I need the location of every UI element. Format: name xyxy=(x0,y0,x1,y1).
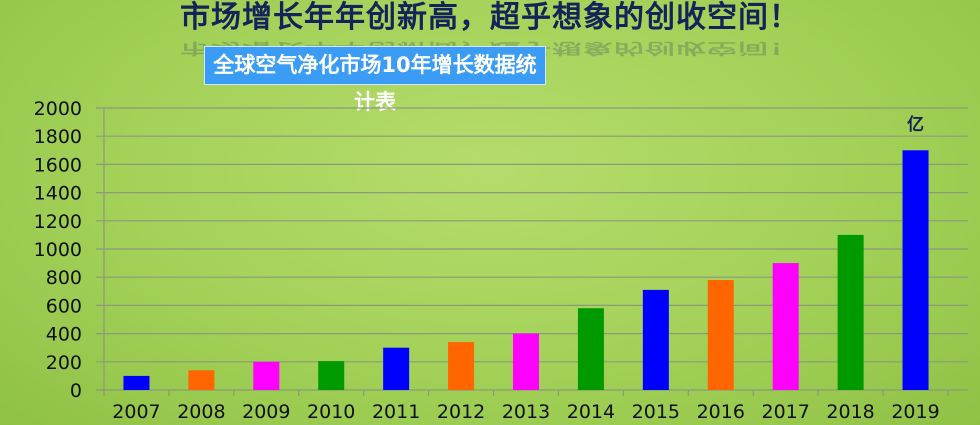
y-tick-label: 1000 xyxy=(34,239,82,261)
bar-2010 xyxy=(318,361,345,390)
x-tick-label: 2009 xyxy=(242,401,290,423)
y-tick-label: 600 xyxy=(46,295,82,317)
x-tick-label: 2018 xyxy=(826,401,874,423)
x-tick-label: 2014 xyxy=(567,401,615,423)
x-tick-label: 2012 xyxy=(437,401,485,423)
y-tick-label: 1400 xyxy=(34,183,82,205)
y-tick-label: 2000 xyxy=(34,98,82,120)
bar-2014 xyxy=(577,308,604,390)
x-tick-label: 2010 xyxy=(307,401,355,423)
bar-2007 xyxy=(123,375,150,390)
bar-2015 xyxy=(642,289,669,390)
y-tick-label: 200 xyxy=(46,352,82,374)
bar-2013 xyxy=(513,333,539,390)
y-tick-label: 1600 xyxy=(34,154,82,176)
x-tick-label: 2008 xyxy=(177,401,225,423)
bar-2012 xyxy=(448,342,475,390)
bar-2019 xyxy=(902,150,929,390)
y-tick-label: 0 xyxy=(70,380,82,402)
x-tick-label: 2007 xyxy=(112,401,160,423)
headline: 市场增长年年创新高，超乎想象的创收空间！ xyxy=(180,0,800,35)
x-tick-label: 2017 xyxy=(762,401,810,423)
chart-title-banner: 全球空气净化市场10年增长数据统计表 xyxy=(204,46,546,114)
unit-label: 亿 xyxy=(907,114,924,135)
x-tick-label: 2015 xyxy=(632,401,680,423)
x-tick-label: 2011 xyxy=(372,401,420,423)
x-tick-label: 2013 xyxy=(502,401,550,423)
bar-2009 xyxy=(253,361,280,390)
bar-2017 xyxy=(772,263,799,390)
y-tick-label: 1800 xyxy=(34,126,82,148)
x-tick-label: 2019 xyxy=(891,401,939,423)
bar-2011 xyxy=(383,347,410,390)
y-tick-label: 800 xyxy=(46,267,82,289)
bar-2008 xyxy=(188,370,215,390)
y-tick-label: 400 xyxy=(46,324,82,346)
y-tick-label: 1200 xyxy=(34,211,82,233)
x-tick-label: 2016 xyxy=(697,401,745,423)
bar-2016 xyxy=(707,280,734,390)
bar-2018 xyxy=(837,234,864,390)
